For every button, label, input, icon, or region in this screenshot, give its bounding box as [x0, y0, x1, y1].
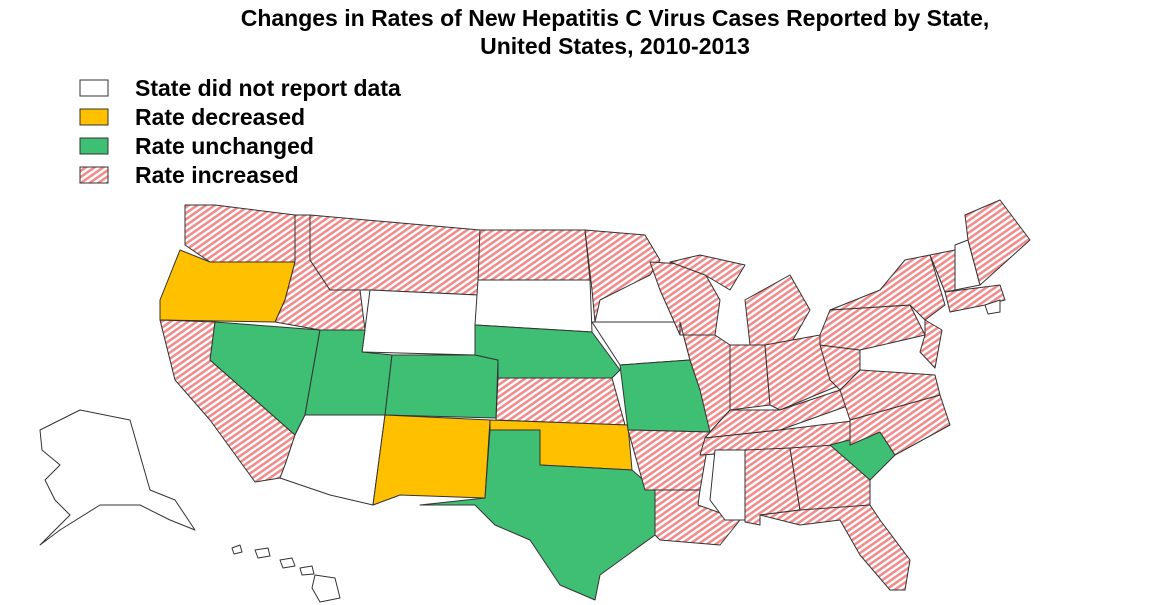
state [964, 199, 1031, 286]
state [299, 565, 315, 576]
state [709, 449, 746, 521]
state [419, 429, 656, 601]
state [584, 229, 661, 323]
state [361, 289, 479, 356]
legend-swatch [79, 137, 109, 155]
title-line: United States, 2010-2013 [480, 33, 750, 59]
state [744, 274, 811, 346]
state [372, 414, 491, 506]
legend-swatch [79, 108, 109, 126]
states [39, 199, 1031, 603]
legend-label: State did not report data [135, 75, 401, 101]
legend: State did not report data Rate decreased R… [79, 75, 401, 188]
state [311, 574, 341, 603]
state [477, 229, 591, 281]
legend-swatch [79, 79, 109, 97]
legend-label: Rate increased [135, 162, 299, 188]
legend-label: Rate decreased [135, 104, 305, 130]
legend-swatch [79, 166, 109, 184]
state [184, 204, 296, 263]
state [231, 544, 243, 555]
state [474, 279, 593, 333]
state [384, 354, 499, 419]
state [729, 344, 771, 411]
legend-label: Rate unchanged [135, 133, 314, 159]
state [39, 409, 196, 546]
state [495, 377, 626, 426]
state [669, 254, 746, 291]
state [254, 547, 271, 559]
state [279, 557, 296, 569]
state [644, 489, 741, 546]
title-line: Changes in Rates of New Hepatitis C Viru… [241, 5, 990, 31]
state [759, 504, 911, 591]
state [829, 254, 946, 321]
state [819, 304, 926, 351]
state [309, 214, 481, 296]
state [984, 299, 1001, 315]
state [919, 319, 943, 369]
